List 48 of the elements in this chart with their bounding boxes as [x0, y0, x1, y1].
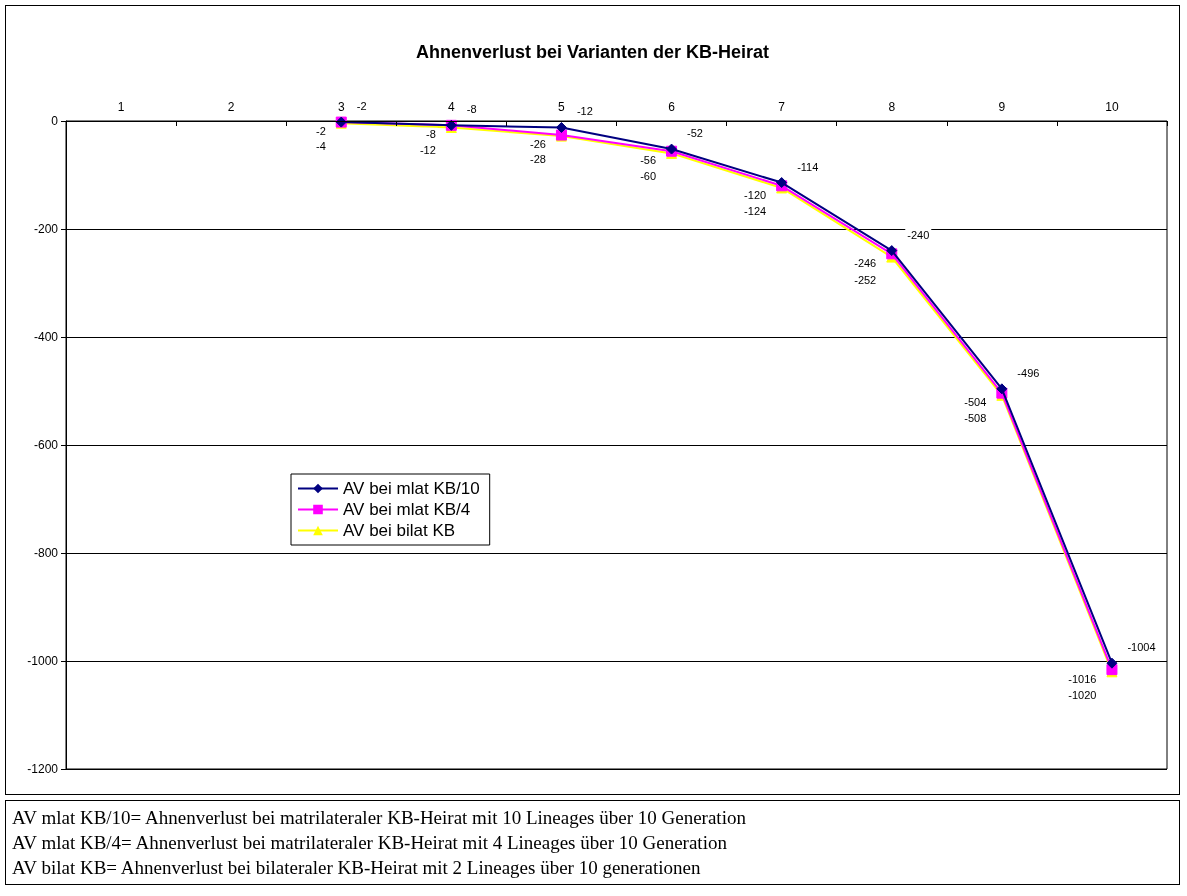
text: AV mlat KB/4= Ahnenverlust bei matrilateraler KB-Heirat mit 4 Lineages über 10 Generation — [12, 831, 728, 855]
data-label: -12 — [576, 105, 593, 118]
x-tick-label: 2 — [227, 100, 235, 114]
chart-title: Ahnenverlust bei Varianten der KB-Heirat — [415, 42, 770, 62]
data-label: -1016 — [1068, 672, 1097, 685]
text: AV bilat KB= Ahnenverlust bei bilateraler KB-Heirat mit 2 Lineages über 10 generationen — [12, 856, 702, 880]
data-label: -52 — [687, 127, 703, 140]
data-label: -508 — [964, 412, 987, 425]
data-label: -252 — [854, 274, 877, 287]
data-label: -240 — [907, 228, 930, 241]
data-label: -124 — [744, 204, 767, 217]
y-tick-label: -400 — [33, 330, 59, 344]
data-label: -1020 — [1068, 688, 1097, 701]
data-label: -60 — [640, 170, 657, 183]
data-label: -12 — [419, 144, 436, 157]
data-label: -2 — [356, 100, 367, 113]
x-tick-label: 9 — [998, 100, 1006, 114]
x-tick-label: 10 — [1105, 100, 1119, 114]
y-tick-label: -1200 — [27, 762, 59, 776]
y-tick-label: -1000 — [27, 654, 59, 668]
x-tick-label: 5 — [558, 100, 566, 114]
y-tick-label: -600 — [33, 438, 59, 452]
data-label: -28 — [530, 153, 546, 166]
legend-label: AV bei mlat KB/10 — [343, 479, 480, 498]
data-label: -26 — [530, 138, 546, 151]
x-tick-label: 8 — [888, 100, 896, 114]
legend-label: AV bei bilat KB — [343, 521, 456, 540]
data-label: -496 — [1017, 366, 1040, 379]
data-label: -56 — [640, 154, 657, 167]
legend-label: AV bei mlat KB/4 — [343, 500, 471, 519]
data-label: -4 — [315, 140, 326, 153]
y-tick-label: -200 — [33, 222, 59, 236]
x-tick-label: 1 — [117, 100, 125, 114]
x-tick-label: 4 — [448, 100, 456, 114]
x-tick-label: 3 — [337, 100, 345, 114]
y-tick-label: 0 — [51, 114, 59, 128]
data-label: -2 — [315, 125, 326, 138]
data-label: -1004 — [1127, 641, 1156, 654]
x-tick-label: 6 — [668, 100, 676, 114]
data-label: -8 — [466, 103, 477, 116]
x-tick-label: 7 — [778, 100, 786, 114]
data-label: -114 — [797, 160, 819, 173]
data-label: -120 — [744, 188, 767, 201]
data-label: -8 — [426, 128, 436, 141]
text: AV mlat KB/10= Ahnenverlust bei matrilateraler KB-Heirat mit 10 Lineages über 10 Generation — [12, 806, 747, 830]
data-label: -246 — [854, 256, 877, 269]
y-tick-label: -800 — [33, 546, 59, 560]
data-label: -504 — [964, 396, 987, 409]
